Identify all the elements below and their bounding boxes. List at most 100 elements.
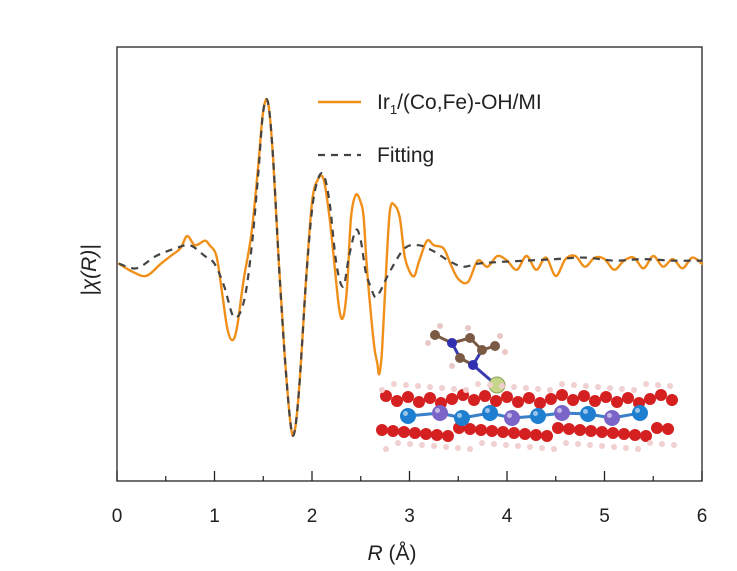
oxygen-atom <box>398 426 410 438</box>
hydrogen-atom <box>551 446 557 452</box>
oxygen-atom <box>497 426 509 438</box>
oxygen-atom <box>651 422 663 434</box>
oxygen-atom <box>574 424 586 436</box>
metal-atom <box>554 405 570 421</box>
x-tick-label: 1 <box>209 506 220 527</box>
hydrogen-atom <box>407 441 413 447</box>
oxygen-atom <box>442 430 454 442</box>
oxygen-atom <box>578 390 590 402</box>
ligand-molecule <box>425 323 508 386</box>
atom-highlight <box>435 408 440 413</box>
y-axis-label: |χ(R)| <box>78 244 101 296</box>
hydrogen-atom <box>455 445 461 451</box>
oxygen-atom <box>464 423 476 435</box>
metal-atom <box>432 405 448 421</box>
hydrogen-atom <box>499 383 505 389</box>
atom-highlight <box>607 413 612 418</box>
hydrogen-atom <box>403 382 409 388</box>
oxygen-atom <box>563 423 575 435</box>
hydrogen-atom <box>427 384 433 390</box>
hydrogen-atom <box>439 385 445 391</box>
hydrogen-atom <box>563 440 569 446</box>
oxygen-atom <box>387 425 399 437</box>
metal-atom <box>504 410 520 426</box>
hydrogen-atom <box>527 444 533 450</box>
hydrogen-atom <box>511 384 517 390</box>
hydroxide-slab <box>376 381 678 452</box>
hydrogen-atom <box>559 381 565 387</box>
series-line-fitting <box>118 97 703 437</box>
oxygen-atom <box>409 427 421 439</box>
oxygen-atom <box>530 429 542 441</box>
hydrogen-atom <box>535 386 541 392</box>
atom-highlight <box>507 413 512 418</box>
hydrogen-atom <box>547 387 553 393</box>
oxygen-atom <box>567 394 579 406</box>
oxygen-atom <box>611 396 623 408</box>
atom-highlight <box>403 411 408 416</box>
atom-highlight <box>485 408 490 413</box>
metal-atom <box>400 408 416 424</box>
hydrogen-atom <box>611 444 617 450</box>
oxygen-atom <box>380 390 392 402</box>
x-axis-label: R (Å) <box>368 542 417 565</box>
hydrogen-atom <box>379 387 385 393</box>
hydrogen-atom <box>635 446 641 452</box>
x-axis-label-unit: (Å) <box>383 542 417 565</box>
hydrogen-atom <box>619 386 625 392</box>
oxygen-atom <box>391 395 403 407</box>
hydrogen-atom <box>503 442 509 448</box>
atom-highlight <box>533 411 538 416</box>
hydrogen-atom <box>431 443 437 449</box>
metal-atom <box>580 406 596 422</box>
oxygen-atom <box>596 426 608 438</box>
oxygen-atom <box>662 423 674 435</box>
atom-highlight <box>457 413 462 418</box>
hydrogen-atom <box>667 383 673 389</box>
oxygen-atom <box>508 427 520 439</box>
hydrogen-atom <box>595 384 601 390</box>
hydrogen-atom <box>467 446 473 452</box>
hydrogen-atom <box>523 385 529 391</box>
hydrogen-atom <box>443 444 449 450</box>
legend-label-fitting: Fitting <box>377 144 434 167</box>
hydrogen-atom <box>583 383 589 389</box>
legend: Ir1/(Co,Fe)-OH/MI Fitting <box>318 91 542 167</box>
oxygen-atom <box>618 428 630 440</box>
hydrogen-atom <box>475 381 481 387</box>
oxygen-atom <box>512 396 524 408</box>
oxygen-atom <box>629 429 641 441</box>
oxygen-atom <box>468 394 480 406</box>
oxygen-atom <box>556 389 568 401</box>
oxygen-atom <box>424 392 436 404</box>
hydrogen-atom <box>571 382 577 388</box>
oxygen-atom <box>446 393 458 405</box>
x-tick-label: 2 <box>307 506 318 527</box>
atom-highlight <box>583 409 588 414</box>
hydrogen-atom <box>587 442 593 448</box>
x-axis-ticks: 0 1 2 3 4 5 6 <box>112 471 707 527</box>
oxygen-atom <box>552 422 564 434</box>
hydrogen-atom <box>391 381 397 387</box>
hydrogen-atom <box>479 440 485 446</box>
hydrogen-atom <box>419 442 425 448</box>
hydrogen-atom <box>515 443 521 449</box>
x-axis-label-var: R <box>368 542 383 565</box>
oxygen-atom <box>402 391 414 403</box>
hydrogen-atom <box>463 387 469 393</box>
hydrogen-atom <box>623 445 629 451</box>
oxygen-atom <box>541 430 553 442</box>
inset-molecular-structure <box>376 323 678 452</box>
oxygen-atom <box>420 428 432 440</box>
hydrogen-atom <box>383 446 389 452</box>
hydrogen-atom <box>659 441 665 447</box>
hydrogen-atom <box>599 443 605 449</box>
hydrogen-atom <box>647 440 653 446</box>
oxygen-atom <box>523 392 535 404</box>
oxygen-atom <box>644 393 656 405</box>
oxygen-atom <box>501 391 513 403</box>
legend-label-sample: Ir1/(Co,Fe)-OH/MI <box>377 91 542 117</box>
oxygen-atom <box>545 393 557 405</box>
hydrogen-atom <box>671 442 677 448</box>
